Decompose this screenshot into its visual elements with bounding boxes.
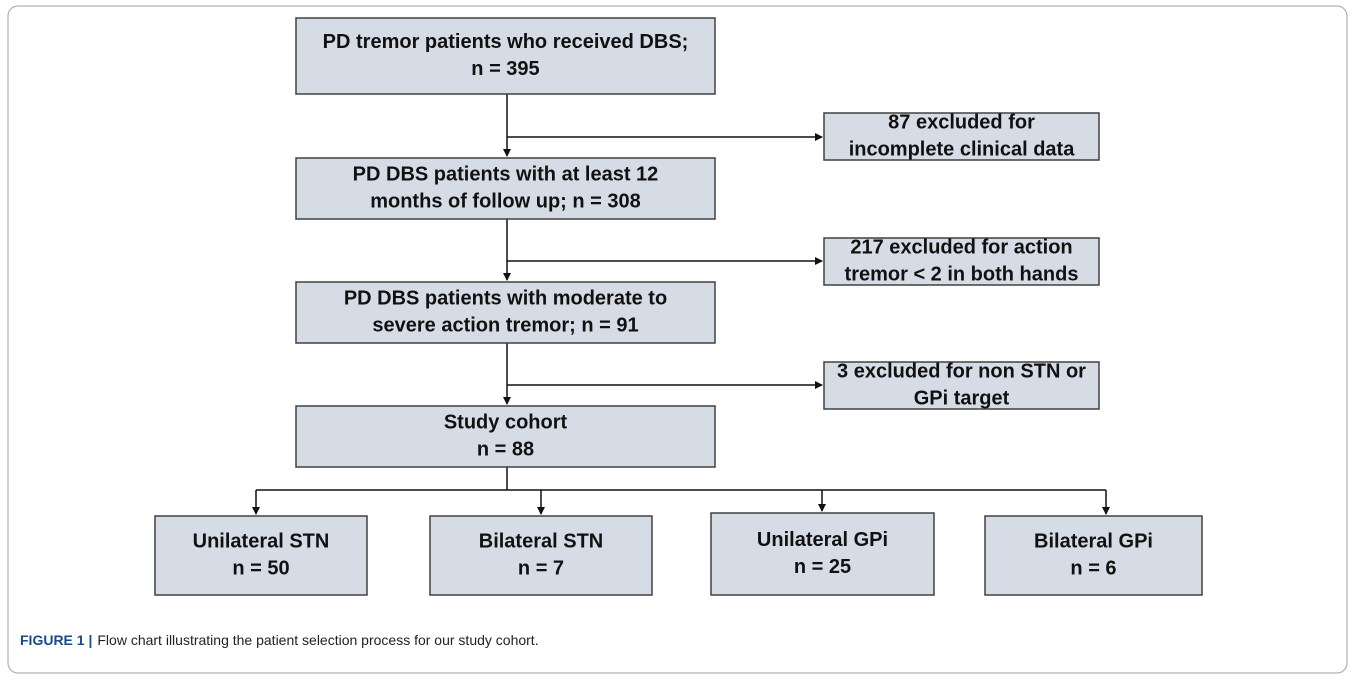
- node: Study cohort n = 88: [295, 405, 716, 468]
- node: Bilateral STN n = 7: [429, 515, 653, 596]
- node-label: n = 6: [1070, 557, 1116, 579]
- node-label: n = 7: [518, 557, 564, 579]
- node-label: Study cohort: [444, 411, 568, 433]
- node-box: [295, 281, 716, 344]
- node-box: [295, 405, 716, 468]
- node-label: incomplete clinical data: [849, 138, 1076, 160]
- node-label: PD tremor patients who received DBS;: [323, 31, 689, 53]
- node-label: n = 50: [232, 557, 289, 579]
- node-label: tremor < 2 in both hands: [845, 263, 1079, 285]
- node-label: Bilateral STN: [479, 530, 603, 552]
- node-label: n = 88: [477, 438, 534, 460]
- node-box: [823, 112, 1100, 161]
- caption: FIGURE 1 | Flow chart illustrating the pa…: [20, 632, 539, 648]
- node-label: Unilateral GPi: [757, 529, 888, 551]
- node: Unilateral STN n = 50: [154, 515, 368, 596]
- node: PD DBS patients with moderate to severe a…: [295, 281, 716, 344]
- node-box: [823, 361, 1100, 410]
- node-label: 87 excluded for: [888, 111, 1035, 133]
- node-label: Bilateral GPi: [1034, 530, 1153, 552]
- node-box: [154, 515, 368, 596]
- caption-label: FIGURE 1 |: [20, 632, 92, 648]
- node-label: GPi target: [914, 387, 1010, 409]
- figure-frame: [7, 5, 1348, 674]
- node-label: PD DBS patients with moderate to: [344, 287, 667, 309]
- node: Bilateral GPi n = 6: [984, 515, 1203, 596]
- node-label: severe action tremor; n = 91: [372, 314, 638, 336]
- node: 87 excluded for incomplete clinical data: [823, 111, 1100, 161]
- node-box: [823, 237, 1100, 286]
- node: 3 excluded for non STN or GPi target: [823, 360, 1100, 410]
- node-box: [984, 515, 1203, 596]
- node-label: n = 25: [794, 556, 851, 578]
- node-label: 217 excluded for action: [850, 236, 1072, 258]
- node-box: [295, 157, 716, 220]
- node-box: [429, 515, 653, 596]
- node: PD tremor patients who received DBS; n = …: [295, 17, 716, 95]
- node: PD DBS patients with at least 12 months o…: [295, 157, 716, 220]
- caption-text: Flow chart illustrating the patient sele…: [97, 632, 538, 648]
- node-label: 3 excluded for non STN or: [837, 360, 1086, 382]
- node-label: PD DBS patients with at least 12: [353, 163, 659, 185]
- node-box: [710, 512, 935, 596]
- node: Unilateral GPi n = 25: [710, 512, 935, 596]
- node-label: months of follow up; n = 308: [370, 190, 641, 212]
- node-label: n = 395: [471, 58, 539, 80]
- node-label: Unilateral STN: [193, 530, 330, 552]
- connectors: [252, 94, 1110, 515]
- node-box: [295, 17, 716, 95]
- node: 217 excluded for action tremor < 2 in bot…: [823, 236, 1100, 286]
